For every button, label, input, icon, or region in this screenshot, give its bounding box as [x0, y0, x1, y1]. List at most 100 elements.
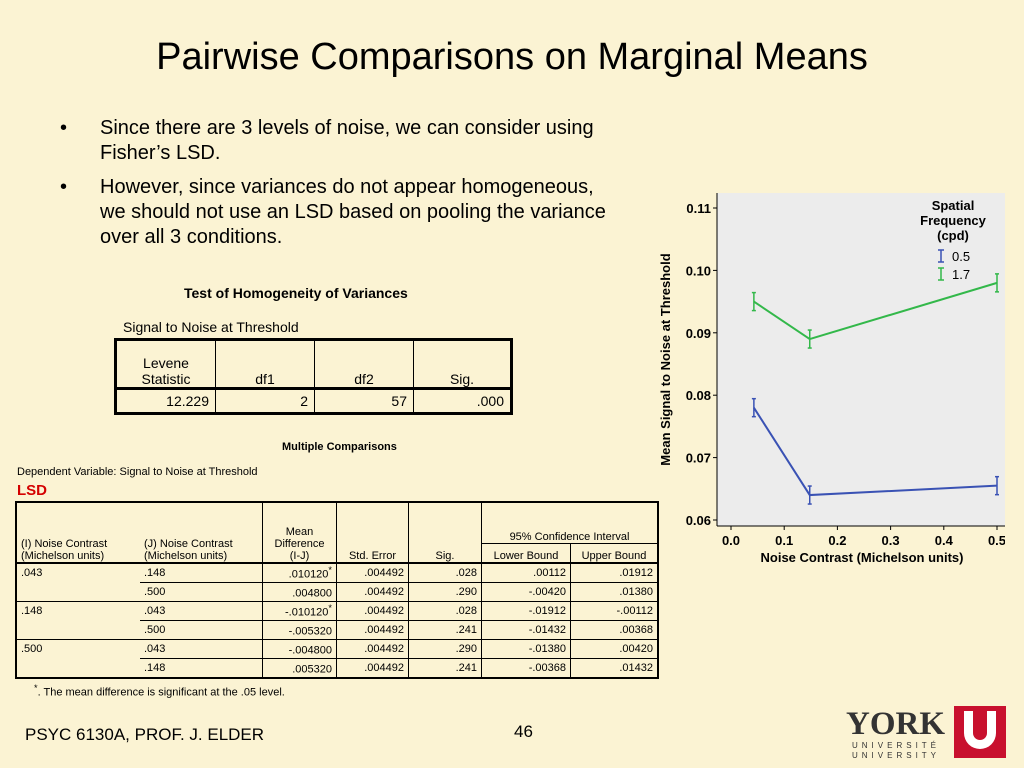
y-axis-label: Mean Signal to Noise at Threshold: [658, 253, 673, 465]
logo-u-shield: [954, 706, 1006, 758]
profile-plot: 0.06 0.07 0.08 0.09 0.10 0.11 0.0 0.1 0.2 0.3 0.4 0…: [658, 193, 1005, 565]
significance-star: *: [328, 603, 332, 614]
levene-header-statistic: Levene Statistic: [115, 339, 216, 389]
x-tick-label: 0.5: [988, 533, 1005, 548]
levene-table: Levene Statistic df1 df2 Sig. 12.229 2 57…: [114, 338, 513, 415]
legend-title: Spatial: [932, 198, 975, 213]
table-cell-sig: .290: [408, 639, 482, 659]
table-row: .500 -.005320.004492.241 -.01432.00368: [16, 620, 658, 640]
header-sig: Sig.: [408, 502, 482, 563]
table-cell-j: .148: [140, 562, 263, 583]
levene-header-df2: df2: [314, 339, 414, 389]
table-cell-i: [16, 583, 140, 602]
table-cell-md: .005320: [262, 658, 337, 678]
table-cell-i: [16, 621, 140, 640]
legend-label: 1.7: [952, 267, 970, 282]
table-cell-i: .500: [16, 639, 140, 659]
table-cell-se: .004492: [336, 601, 409, 621]
plot-area: [717, 193, 1005, 526]
table-cell-se: .004492: [336, 620, 409, 640]
levene-cell: 57: [314, 388, 414, 414]
table-cell-ub: .00420: [570, 639, 658, 659]
x-tick-label: 0.1: [775, 533, 793, 548]
header-mean-difference: Mean Difference (I-J): [262, 502, 337, 563]
table-cell-md: .004800: [262, 582, 337, 602]
y-tick-label: 0.08: [686, 388, 711, 403]
table-cell-lb: -.01432: [481, 620, 571, 640]
york-logo: YORK UNIVERSITÉ UNIVERSITY: [846, 706, 1006, 760]
table-cell-ub: .00368: [570, 620, 658, 640]
table-cell-ub: .01432: [570, 658, 658, 678]
logo-text-york: YORK: [846, 706, 945, 742]
table-cell-i: .148: [16, 601, 140, 621]
table-cell-j: .148: [140, 658, 263, 678]
header-lower-bound: Lower Bound: [481, 543, 571, 563]
table-cell-lb: -.00368: [481, 658, 571, 678]
multiple-comparisons-title: Multiple Comparisons: [282, 441, 397, 453]
table-cell-ub: -.00112: [570, 601, 658, 621]
levene-cell: 2: [215, 388, 315, 414]
slide-title: Pairwise Comparisons on Marginal Means: [156, 36, 868, 78]
levene-cell: .000: [413, 388, 512, 414]
footer-course: PSYC 6130A, PROF. J. ELDER: [25, 725, 265, 744]
significance-star: *: [328, 565, 332, 576]
table-cell-lb: -.00420: [481, 582, 571, 602]
levene-subtitle: Signal to Noise at Threshold: [123, 319, 299, 335]
table-cell-md: -.004800: [262, 639, 337, 659]
table-cell-se: .004492: [336, 582, 409, 602]
table-cell-md: .010120*: [262, 562, 337, 583]
dependent-variable-label: Dependent Variable: Signal to Noise at T…: [17, 466, 258, 478]
lsd-label: LSD: [17, 482, 47, 499]
table-cell-sig: .028: [408, 562, 482, 583]
table-cell-lb: -.01380: [481, 639, 571, 659]
table-row: .500.004800.004492.290 -.00420.01380: [16, 582, 658, 602]
y-tick-label: 0.09: [686, 326, 711, 341]
table-cell-i: .043: [16, 562, 140, 583]
table-row: .043.148.010120* .004492.028.00112.01912: [16, 562, 658, 583]
comparison-rows: .043.148.010120* .004492.028.00112.01912.…: [16, 562, 658, 679]
x-axis-label: Noise Contrast (Michelson units): [761, 550, 964, 565]
table-cell-j: .500: [140, 582, 263, 602]
table-cell-lb: .00112: [481, 562, 571, 583]
table-cell-sig: .028: [408, 601, 482, 621]
table-cell-md: -.005320: [262, 620, 337, 640]
table-cell-ub: .01380: [570, 582, 658, 602]
significance-note: *. The mean difference is significant at…: [34, 683, 285, 699]
table-cell-sig: .241: [408, 658, 482, 678]
levene-title: Test of Homogeneity of Variances: [184, 285, 408, 301]
table-cell-lb: -.01912: [481, 601, 571, 621]
table-cell-ub: .01912: [570, 562, 658, 583]
table-cell-sig: .241: [408, 620, 482, 640]
bullet-item: • Since there are 3 levels of noise, we c…: [60, 117, 594, 164]
header-std-error: Std. Error: [336, 502, 409, 563]
table-cell-se: .004492: [336, 658, 409, 678]
y-tick-label: 0.10: [686, 263, 711, 278]
logo-u-mark: [964, 711, 996, 749]
logo-text-universite: UNIVERSITÉ: [852, 741, 940, 750]
x-tick-label: 0.0: [722, 533, 740, 548]
legend-label: 0.5: [952, 249, 970, 264]
y-tick-label: 0.06: [686, 513, 711, 528]
levene-header-sig: Sig.: [413, 339, 512, 389]
y-tick-label: 0.11: [686, 201, 711, 216]
table-cell-md: -.010120*: [262, 601, 337, 621]
table-cell-se: .004492: [336, 562, 409, 583]
y-tick-label: 0.07: [686, 451, 711, 466]
header-upper-bound: Upper Bound: [570, 543, 658, 563]
logo-text-university: UNIVERSITY: [852, 751, 940, 760]
table-cell-i: [16, 659, 140, 679]
page-number: 46: [514, 722, 533, 741]
table-row: .500.043 -.004800.004492.290 -.01380.00420: [16, 639, 658, 659]
x-tick-label: 0.4: [935, 533, 954, 548]
header-i-contrast: (I) Noise Contrast (Michelson units): [21, 538, 108, 562]
table-row: .148.005320.004492.241 -.00368.01432: [16, 658, 658, 679]
header-confidence-interval: 95% Confidence Interval: [481, 502, 658, 544]
table-cell-se: .004492: [336, 639, 409, 659]
table-cell-j: .043: [140, 639, 263, 659]
x-tick-label: 0.2: [828, 533, 846, 548]
table-row: .148.043 -.010120* .004492.028 -.01912 -.001…: [16, 601, 658, 621]
bullet-text: However, since variances do not appear h…: [100, 176, 606, 248]
table-cell-j: .500: [140, 620, 263, 640]
levene-header-df1: df1: [215, 339, 315, 389]
legend-title: Frequency: [920, 213, 987, 228]
